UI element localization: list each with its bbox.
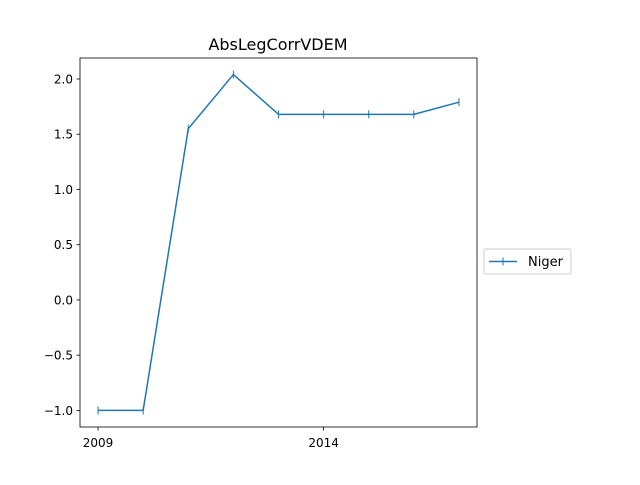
series-line-niger <box>98 73 460 412</box>
y-tick-label: 0.5 <box>54 238 73 252</box>
y-tick-label: 0.0 <box>54 293 73 307</box>
x-tick-label: 2014 <box>308 436 339 450</box>
plot-series <box>97 70 460 415</box>
y-tick-label: −1.0 <box>44 404 73 418</box>
legend-label: Niger <box>528 255 564 270</box>
legend: Niger <box>483 248 572 275</box>
y-tick-label: 1.0 <box>54 183 73 197</box>
x-axis-ticks: 2009 2014 <box>83 427 339 450</box>
y-tick-label: 2.0 <box>54 72 73 86</box>
plot-area-frame <box>79 57 478 428</box>
y-tick-label: −0.5 <box>44 349 73 363</box>
x-tick-label: 2009 <box>83 436 114 450</box>
legend-frame <box>483 248 572 275</box>
y-tick-label: 1.5 <box>54 128 73 142</box>
y-axis-ticks: −1.0 −0.5 0.0 0.5 1.0 1.5 2.0 <box>44 72 80 418</box>
chart-title: AbsLegCorrVDEM <box>208 35 347 54</box>
